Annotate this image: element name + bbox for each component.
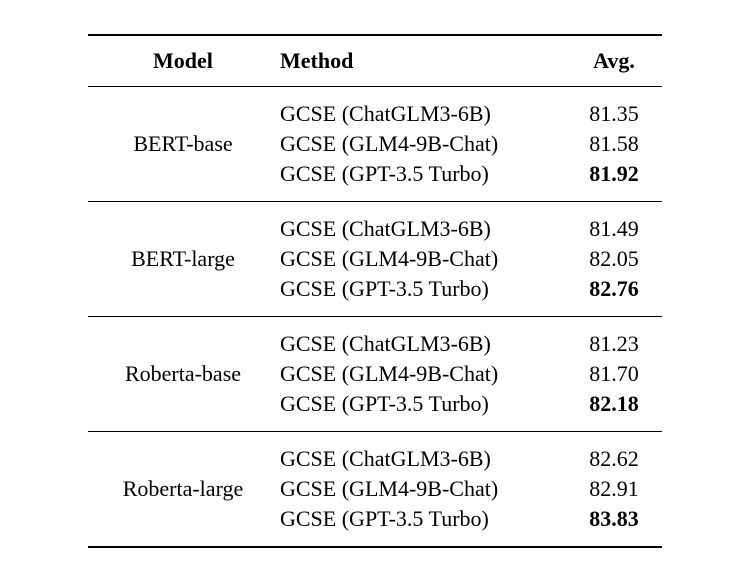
table-row: GCSE (ChatGLM3-6B) 81.23 [278, 329, 662, 359]
model-name: BERT-base [133, 131, 233, 156]
table-row: GCSE (ChatGLM3-6B) 82.62 [278, 444, 662, 474]
avg-cell-best: 83.83 [589, 506, 639, 531]
avg-cell: 82.05 [589, 246, 639, 271]
method-cell: GCSE (ChatGLM3-6B) [280, 101, 491, 126]
table-header-row: Model Method Avg. [88, 36, 662, 87]
table-row: GCSE (ChatGLM3-6B) 81.35 [278, 99, 662, 129]
method-cell: GCSE (GLM4-9B-Chat) [280, 361, 499, 386]
method-cell: GCSE (GLM4-9B-Chat) [280, 131, 499, 156]
column-header-model: Model [153, 48, 213, 73]
table-row: GCSE (GPT-3.5 Turbo) 83.83 [278, 504, 662, 534]
method-cell: GCSE (GPT-3.5 Turbo) [280, 161, 489, 186]
table-section-bert-large: BERT-large GCSE (ChatGLM3-6B) 81.49 GCSE… [88, 201, 662, 316]
table-section-roberta-base: Roberta-base GCSE (ChatGLM3-6B) 81.23 GC… [88, 316, 662, 431]
avg-cell-best: 82.76 [589, 276, 639, 301]
column-header-avg: Avg. [593, 48, 635, 73]
method-cell: GCSE (ChatGLM3-6B) [280, 446, 491, 471]
column-header-method: Method [280, 48, 354, 73]
avg-cell: 81.58 [589, 131, 639, 156]
method-cell: GCSE (ChatGLM3-6B) [280, 216, 491, 241]
table-row: GCSE (GLM4-9B-Chat) 81.70 [278, 359, 662, 389]
table-row: GCSE (GLM4-9B-Chat) 82.05 [278, 244, 662, 274]
method-cell: GCSE (GPT-3.5 Turbo) [280, 506, 489, 531]
avg-cell: 81.49 [589, 216, 639, 241]
avg-cell: 81.70 [589, 361, 639, 386]
results-table: Model Method Avg. BERT-base GCSE (ChatGL… [88, 34, 662, 548]
avg-cell-best: 82.18 [589, 391, 639, 416]
avg-cell: 81.23 [589, 331, 639, 356]
avg-cell: 82.91 [589, 476, 639, 501]
model-name: Roberta-large [122, 476, 244, 501]
method-cell: GCSE (GPT-3.5 Turbo) [280, 391, 489, 416]
method-cell: GCSE (ChatGLM3-6B) [280, 331, 491, 356]
table-section-bert-base: BERT-base GCSE (ChatGLM3-6B) 81.35 GCSE … [88, 87, 662, 201]
table-row: GCSE (GPT-3.5 Turbo) 82.76 [278, 274, 662, 304]
model-name: Roberta-base [124, 361, 242, 386]
table-row: GCSE (GPT-3.5 Turbo) 81.92 [278, 159, 662, 189]
method-cell: GCSE (GPT-3.5 Turbo) [280, 276, 489, 301]
table-row: GCSE (GPT-3.5 Turbo) 82.18 [278, 389, 662, 419]
table-section-roberta-large: Roberta-large GCSE (ChatGLM3-6B) 82.62 G… [88, 431, 662, 546]
avg-cell-best: 81.92 [589, 161, 639, 186]
avg-cell: 82.62 [589, 446, 639, 471]
table-row: GCSE (ChatGLM3-6B) 81.49 [278, 214, 662, 244]
table-row: GCSE (GLM4-9B-Chat) 81.58 [278, 129, 662, 159]
method-cell: GCSE (GLM4-9B-Chat) [280, 476, 499, 501]
table-row: GCSE (GLM4-9B-Chat) 82.91 [278, 474, 662, 504]
method-cell: GCSE (GLM4-9B-Chat) [280, 246, 499, 271]
model-name: BERT-large [131, 246, 235, 271]
avg-cell: 81.35 [589, 101, 639, 126]
